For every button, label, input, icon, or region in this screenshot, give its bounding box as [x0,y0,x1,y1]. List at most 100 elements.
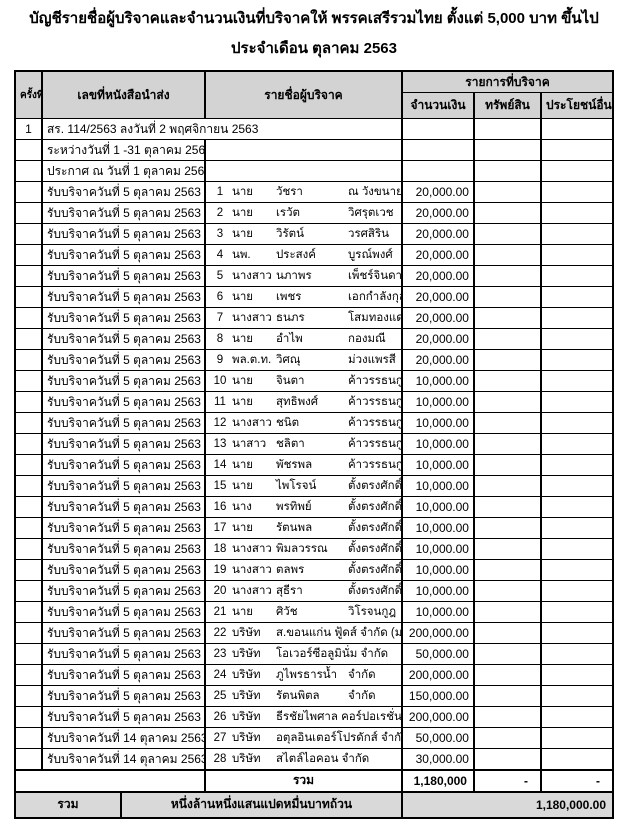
empty-asset-cell [472,412,542,435]
donation-date: รับบริจาควันที่ 5 ตุลาคม 2563 [40,265,206,288]
donor-seq-cell [13,181,43,204]
donor-title: นาย [231,207,254,220]
donor-title: นางสาว [231,564,272,577]
donor-last-name: ตั้งตรงศักดิ์ [347,501,402,514]
donor-number: 28 [213,753,227,765]
empty-benefit-cell [539,202,615,225]
donor-last-name: จำกัด [347,690,376,703]
donor-number: 7 [216,312,224,325]
donor-name-layout: 4 นพ. ประสงค์ บูรณ์พงศ์ [210,246,397,264]
donor-first-name: ส.ขอนแก่น ฟู้ดส์ จำกัด (มหาชน) [275,627,402,640]
donor-first-name: นภาพร [275,270,312,283]
donor-name-layout: 28 บริษัท สไตล์ไอคอน จำกัด [210,750,397,768]
donation-date: รับบริจาควันที่ 5 ตุลาคม 2563 [40,223,206,246]
donor-row: รับบริจาควันที่ 5 ตุลาคม 2563 14 นาย พัช… [13,454,615,477]
empty-benefit-cell [539,433,615,456]
donor-seq-cell [13,370,43,393]
donor-first-name: อตุลอินเตอร์โปรดักส์ จำกัด [275,732,402,745]
donor-title: นาย [231,480,254,493]
donor-seq-cell [13,244,43,267]
donor-last-name: ตั้งตรงศักดิ์ [347,564,402,577]
donor-row: รับบริจาควันที่ 5 ตุลาคม 2563 12 นางสาว … [13,412,615,435]
empty-asset-cell [472,181,542,204]
donor-seq-cell [13,559,43,582]
subtotal-amount: 1,180,000 [400,768,475,793]
donor-title: นาย [231,459,254,472]
donor-row: รับบริจาควันที่ 5 ตุลาคม 2563 26 บริษัท … [13,706,615,729]
donor-title: นาย [231,228,254,241]
donor-number: 2 [216,207,224,220]
donor-first-name: วิรัตน์ [275,228,304,241]
empty-asset-cell [472,622,542,645]
document-subtitle: ประจำเดือน ตุลาคม 2563 [231,39,397,57]
donor-number: 25 [213,690,227,703]
header-donor-name: รายชื่อผู้บริจาค [203,70,403,120]
donation-amount: 10,000.00 [400,433,475,456]
donor-name-cell: 23 บริษัท โอเวอร์ซีอลูมินั่ม จำกัด [203,643,403,666]
donor-number: 20 [213,585,227,598]
donation-amount: 10,000.00 [400,517,475,540]
donor-name-cell: 19 นางสาว ตลพร ตั้งตรงศักดิ์ [203,559,403,582]
empty-asset-cell [472,139,542,162]
donation-amount: 10,000.00 [400,580,475,603]
donor-title: บริษัท [231,690,261,703]
donor-number: 24 [213,669,227,682]
empty-asset-cell [472,601,542,624]
donor-name-cell: 9 พล.ต.ท. วิศณุ ม่วงแพรสี [203,349,403,372]
empty-benefit-cell [539,622,615,645]
donor-row: รับบริจาควันที่ 5 ตุลาคม 2563 25 บริษัท … [13,685,615,708]
donation-date: รับบริจาควันที่ 5 ตุลาคม 2563 [40,475,206,498]
donor-name-cell: 3 นาย วิรัตน์ วรศสิริน [203,223,403,246]
donor-name-layout: 20 นางสาว สุธีรา ตั้งตรงศักดิ์ [210,582,400,600]
donor-row: รับบริจาควันที่ 5 ตุลาคม 2563 21 นาย ศิว… [13,601,615,624]
empty-benefit-cell [539,580,615,603]
batch-doc-row: 1 สร. 114/2563 ลงวันที่ 2 พฤศจิกายน 2563 [13,118,615,141]
donor-seq-cell [13,223,43,246]
donor-first-name: พัชรพล [275,459,313,472]
empty-asset-cell [472,349,542,372]
header-other-benefit: ประโยชน์อื่นใด [539,92,615,120]
donor-first-name: สไตล์ไอคอน จำกัด [275,753,370,765]
donation-amount: 30,000.00 [400,748,475,771]
table-header-row-1: ครั้งที่ เลขที่หนังสือนำส่ง รายชื่อผู้บร… [13,70,615,120]
donor-first-name: โอเวอร์ซีอลูมินั่ม จำกัด [275,648,389,661]
donation-amount: 10,000.00 [400,454,475,477]
donor-name-cell: 14 นาย พัชรพล ค้าวรรธนกูล [203,454,403,477]
donation-date: รับบริจาควันที่ 5 ตุลาคม 2563 [40,349,206,372]
subtotal-row: รวม 1,180,000 - - [13,768,615,793]
donor-last-name: ม่วงแพรสี [347,354,396,367]
donor-seq-cell [13,349,43,372]
empty-benefit-cell [539,307,615,330]
donor-name-cell: 16 นาง พรทิพย์ ตั้งตรงศักดิ์ [203,496,403,519]
donor-row: รับบริจาควันที่ 5 ตุลาคม 2563 24 บริษัท … [13,664,615,687]
donor-title: บริษัท [231,648,261,661]
document-title: บัญชีรายชื่อผู้บริจาคและจำนวนเงินที่บริจ… [29,10,599,27]
donor-seq-cell [13,307,43,330]
donor-row: รับบริจาควันที่ 14 ตุลาคม 2563 28 บริษัท… [13,748,615,771]
empty-benefit-cell [539,181,615,204]
empty-benefit-cell [539,391,615,414]
empty-amount-cell [400,139,475,162]
donor-seq-cell [13,265,43,288]
donor-last-name: ตั้งตรงศักดิ์ [347,543,402,556]
donor-row: รับบริจาควันที่ 5 ตุลาคม 2563 6 นาย เพชร… [13,286,615,309]
empty-asset-cell [472,748,542,771]
donor-title: นาง [231,501,252,514]
donor-name-layout: 27 บริษัท อตุลอินเตอร์โปรดักส์ จำกัด [210,729,400,747]
donation-amount: 20,000.00 [400,223,475,246]
empty-seq-cell [13,139,43,162]
donor-number: 10 [213,375,227,388]
donor-name-cell: 1 นาย วัชรา ณ วังขนาย [203,181,403,204]
donation-amount: 20,000.00 [400,307,475,330]
donor-name-layout: 5 นางสาว นภาพร เพ็ชร์จินดา [210,267,400,285]
donor-title: บริษัท [231,732,261,745]
subtotal-other-benefit: - [539,768,615,793]
empty-benefit-cell [539,496,615,519]
empty-asset-cell [472,454,542,477]
donor-number: 8 [216,333,224,346]
donor-name-layout: 11 นาย สุทธิพงศ์ ค้าวรรธนกูล [210,393,400,411]
empty-asset-cell [472,307,542,330]
donor-name-layout: 25 บริษัท รัตนพิตล จำกัด [210,687,397,705]
donation-date: รับบริจาควันที่ 5 ตุลาคม 2563 [40,244,206,267]
donation-date: รับบริจาควันที่ 5 ตุลาคม 2563 [40,601,206,624]
